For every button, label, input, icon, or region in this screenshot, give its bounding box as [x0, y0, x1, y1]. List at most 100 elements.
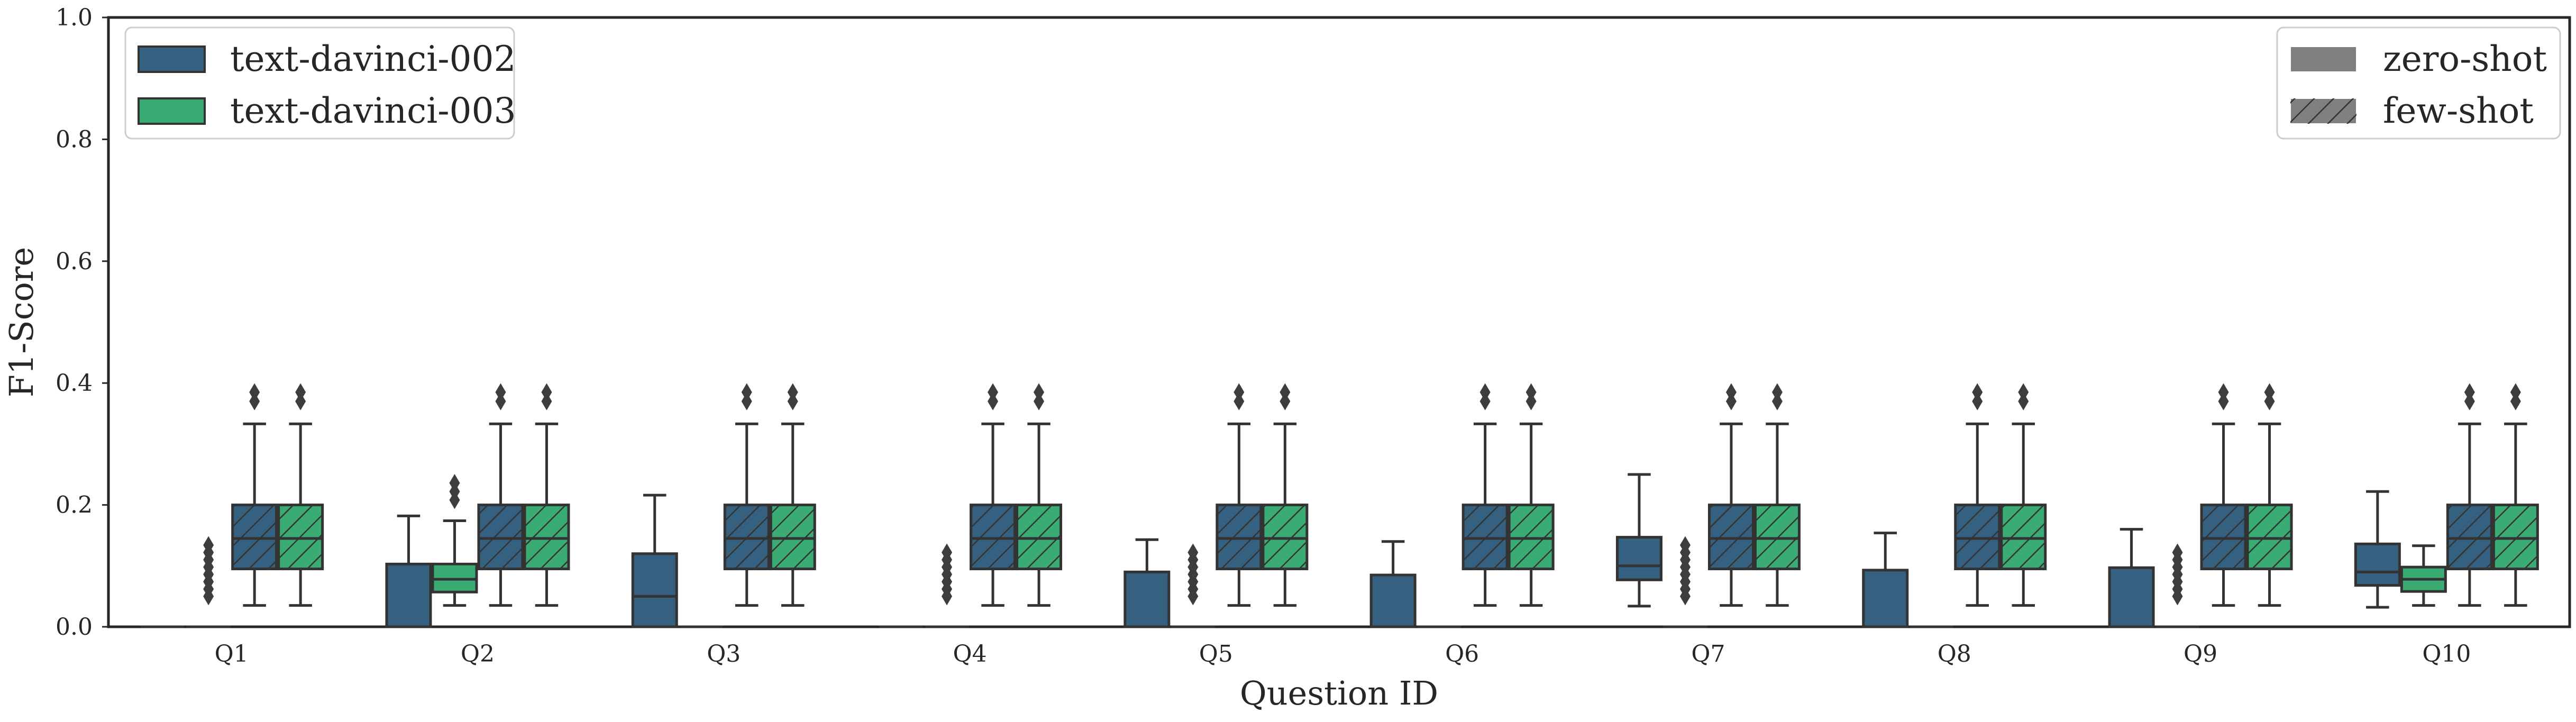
outlier-point	[1034, 392, 1045, 410]
box-text-davinci-003-zero-shot-Q1	[186, 536, 231, 628]
outlier-point	[541, 383, 552, 401]
box-hatch	[1709, 505, 1753, 569]
box-text-davinci-003-zero-shot-Q10	[2400, 544, 2447, 607]
box-hatch	[1509, 505, 1554, 569]
outlier-point	[2510, 383, 2521, 401]
box-hatch	[2493, 505, 2538, 569]
outlier-point	[1679, 536, 1691, 554]
legend-label: text-davinci-002	[230, 39, 516, 79]
box-text-davinci-002-few-shot-Q9	[2200, 383, 2247, 607]
outlier-point	[1725, 383, 1737, 401]
outlier-point	[2018, 383, 2029, 401]
box-hatch	[971, 505, 1015, 569]
outlier-point	[295, 392, 306, 410]
box-text-davinci-003-zero-shot-Q5	[1171, 543, 1215, 628]
box-hatch	[1263, 505, 1307, 569]
box-hatch	[278, 505, 323, 569]
x-tick-label: Q8	[1938, 641, 1971, 668]
box-text-davinci-002-few-shot-Q10	[2446, 383, 2493, 607]
y-tick-label: 0.0	[56, 614, 93, 641]
outlier-point	[741, 392, 752, 410]
outlier-point	[787, 383, 798, 401]
box-text-davinci-002-few-shot-Q3	[723, 383, 770, 607]
x-axis: Q1 Q2 Q3 Q4 Q5 Q6 Q7 Q8 Q9 Q10	[215, 641, 2471, 668]
outlier-point	[2464, 392, 2475, 410]
box-text-davinci-002-zero-shot-Q10	[2354, 490, 2401, 609]
plot-area	[107, 16, 2571, 628]
outlier-point	[1771, 383, 1783, 401]
box-body	[2108, 566, 2155, 628]
outlier-point	[1234, 392, 1245, 410]
outlier-point	[295, 383, 306, 401]
box-text-davinci-002-zero-shot-Q5	[1123, 538, 1171, 628]
box-text-davinci-002-few-shot-Q8	[1954, 383, 2001, 607]
box-text-davinci-002-zero-shot-Q2	[385, 514, 432, 628]
legend-swatch-hatch	[2290, 98, 2356, 124]
legend-methods: zero-shot few-shot	[2276, 26, 2561, 140]
plot-frame	[107, 16, 2571, 628]
outlier-point	[787, 392, 798, 410]
box-text-davinci-003-zero-shot-Q2	[431, 474, 478, 607]
legend-swatch	[138, 97, 206, 125]
box-text-davinci-002-few-shot-Q1	[231, 383, 278, 607]
outlier-point	[1525, 392, 1537, 410]
legend-swatch	[2290, 46, 2357, 72]
box-text-davinci-003-zero-shot-Q7	[1663, 536, 1707, 628]
x-tick-label: Q5	[1199, 641, 1233, 668]
x-tick-label: Q1	[215, 641, 249, 668]
outlier-point	[449, 474, 460, 492]
outlier-point	[988, 383, 999, 401]
x-tick-label: Q6	[1445, 641, 1479, 668]
box-text-davinci-003-few-shot-Q2	[523, 383, 570, 607]
outlier-point	[988, 392, 999, 410]
box-hatch	[2447, 505, 2492, 569]
box-text-davinci-002-zero-shot-Q9	[2108, 528, 2155, 628]
x-tick-label: Q9	[2184, 641, 2217, 668]
outlier-point	[249, 392, 260, 410]
box-text-davinci-003-zero-shot-Q4	[925, 543, 969, 628]
box-text-davinci-003-zero-shot-Q9	[2155, 543, 2200, 628]
outlier-point	[203, 536, 214, 554]
outlier-point	[2018, 392, 2029, 410]
outlier-point	[2510, 392, 2521, 410]
outlier-point	[1972, 383, 1983, 401]
box-hatch	[725, 505, 769, 569]
box-hatch	[2248, 505, 2292, 569]
box-text-davinci-002-few-shot-Q2	[477, 383, 524, 607]
outlier-point	[1479, 392, 1491, 410]
x-tick-label: Q7	[1691, 641, 1725, 668]
box-hatch	[524, 505, 569, 569]
x-axis-label: Question ID	[1240, 674, 1438, 712]
outlier-point	[1280, 392, 1291, 410]
box-body	[1369, 573, 1417, 628]
x-tick-label: Q4	[953, 641, 987, 668]
box-text-davinci-002-zero-shot-Q7	[1615, 473, 1662, 608]
box-text-davinci-003-few-shot-Q5	[1262, 383, 1309, 607]
outlier-point	[1479, 383, 1491, 401]
box-text-davinci-003-few-shot-Q8	[2000, 383, 2047, 607]
box-body	[385, 562, 432, 628]
outlier-point	[1187, 543, 1199, 562]
outlier-point	[741, 383, 752, 401]
outlier-point	[1771, 392, 1783, 410]
box-text-davinci-002-zero-shot-Q8	[1862, 532, 1909, 628]
box-text-davinci-002-zero-shot-Q6	[1369, 540, 1417, 628]
box-text-davinci-002-zero-shot-Q3	[631, 493, 678, 628]
y-tick-label: 1.0	[56, 4, 93, 31]
box-text-davinci-003-few-shot-Q4	[1016, 383, 1063, 607]
box-body	[1615, 536, 1662, 581]
y-axis-label: F1-Score	[2, 247, 41, 397]
box-text-davinci-003-few-shot-Q1	[277, 383, 324, 607]
box-hatch	[2001, 505, 2045, 569]
box-hatch	[478, 505, 523, 569]
outlier-point	[495, 383, 506, 401]
outlier-point	[2218, 392, 2229, 410]
legend-label: zero-shot	[2383, 39, 2547, 79]
x-tick-label: Q2	[461, 641, 495, 668]
y-tick-label: 0.4	[56, 370, 93, 397]
y-axis: 0.0 0.2 0.4 0.6 0.8 1.0	[56, 4, 108, 641]
legend-swatch	[138, 45, 206, 73]
box-hatch	[232, 505, 277, 569]
x-tick-label: Q3	[707, 641, 741, 668]
outlier-point	[2218, 383, 2229, 401]
